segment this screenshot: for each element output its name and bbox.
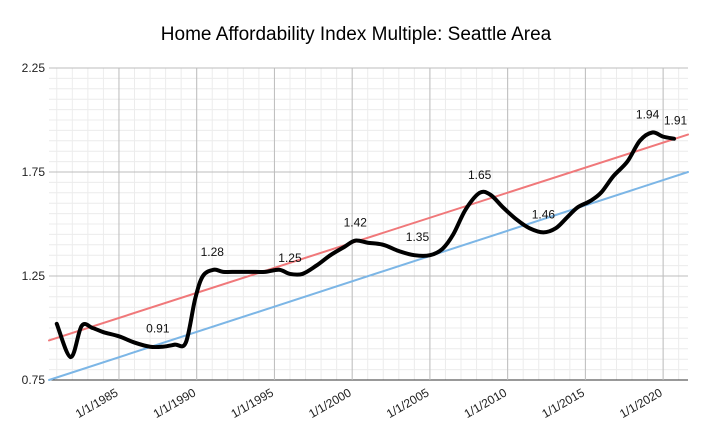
x-tick-label: 1/1/1995: [228, 385, 276, 421]
x-tick-label: 1/1/2020: [617, 385, 665, 421]
y-tick-label: 1.75: [22, 165, 46, 179]
data-label: 1.28: [201, 245, 225, 259]
x-tick-label: 1/1/1990: [151, 385, 199, 421]
data-label: 1.25: [278, 251, 302, 265]
x-axis-ticks: 1/1/1985 1/1/1990 1/1/1995 1/1/2000 1/1/2005…: [73, 385, 665, 421]
series-group: [48, 130, 689, 381]
x-tick-label: 1/1/2015: [539, 385, 587, 421]
x-tick-label: 1/1/2005: [384, 385, 432, 421]
data-label: 1.94: [636, 107, 660, 121]
gridlines: [49, 67, 688, 381]
data-labels: 0.91 1.28 1.25 1.42 1.35 1.65 1.46 1.94 1.91: [146, 107, 687, 335]
data-label: 1.46: [532, 207, 556, 221]
data-label: 0.91: [146, 322, 170, 336]
y-tick-label: 0.75: [22, 373, 46, 387]
x-tick-label: 1/1/2010: [462, 385, 510, 421]
series-line-affordability: [54, 130, 677, 360]
data-label: 1.91: [664, 114, 688, 128]
y-axis-ticks: 0.75 1.25 1.75 2.25: [22, 61, 46, 387]
data-label: 1.35: [406, 230, 430, 244]
y-tick-label: 1.25: [22, 269, 46, 283]
data-label: 1.42: [344, 216, 368, 230]
x-tick-label: 1/1/1985: [73, 385, 121, 421]
data-label: 1.65: [468, 168, 492, 182]
y-tick-label: 2.25: [22, 61, 46, 75]
series-line-trend: [48, 133, 689, 342]
x-tick-label: 1/1/2000: [306, 385, 354, 421]
chart-title: Home Affordability Index Multiple: Seatt…: [161, 24, 552, 45]
